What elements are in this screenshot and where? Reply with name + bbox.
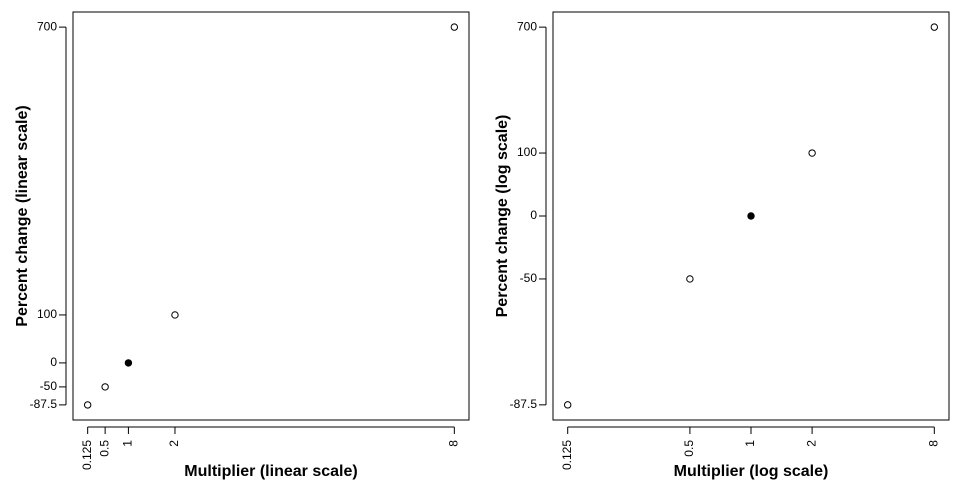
y-tick-label: -50: [40, 379, 58, 393]
plot-frame: [552, 11, 950, 421]
y-tick-label: 100: [37, 307, 57, 321]
y-tick-label: -87.5: [510, 397, 538, 411]
x-tick-label: 0.5: [97, 440, 111, 457]
y-tick-label: -50: [520, 271, 538, 285]
x-tick-label: 1: [743, 440, 757, 447]
point: [101, 383, 109, 391]
y-axis-label: Percent change (log scale): [494, 115, 511, 318]
x-tick-label: 1: [121, 440, 135, 447]
x-tick-label: 2: [804, 440, 818, 447]
y-tick-label: 100: [517, 145, 537, 159]
point: [808, 149, 816, 157]
point: [450, 23, 459, 31]
y-tick-label: 700: [517, 19, 537, 33]
x-tick-label: 8: [447, 440, 461, 447]
y-tick-label: 0: [530, 208, 537, 222]
x-tick-label: 0.125: [80, 440, 94, 470]
point: [83, 401, 92, 409]
y-axis-label: Percent change (linear scale): [14, 105, 31, 326]
point: [124, 359, 133, 367]
point: [171, 311, 179, 319]
x-axis-label: Multiplier (linear scale): [184, 463, 357, 480]
x-tick-label: 8: [926, 440, 940, 447]
y-tick-label: 0: [50, 355, 57, 369]
point: [686, 275, 694, 283]
point: [930, 23, 939, 31]
y-tick-label: 700: [37, 19, 57, 33]
y-tick-label: -87.5: [30, 397, 58, 411]
x-tick-label: 0.5: [682, 440, 696, 457]
point: [564, 401, 572, 409]
x-tick-label: 2: [167, 440, 181, 447]
x-axis-label: Multiplier (log scale): [674, 463, 829, 480]
plot-frame: [72, 11, 470, 421]
point: [747, 212, 755, 220]
x-tick-label: 0.125: [560, 440, 574, 470]
